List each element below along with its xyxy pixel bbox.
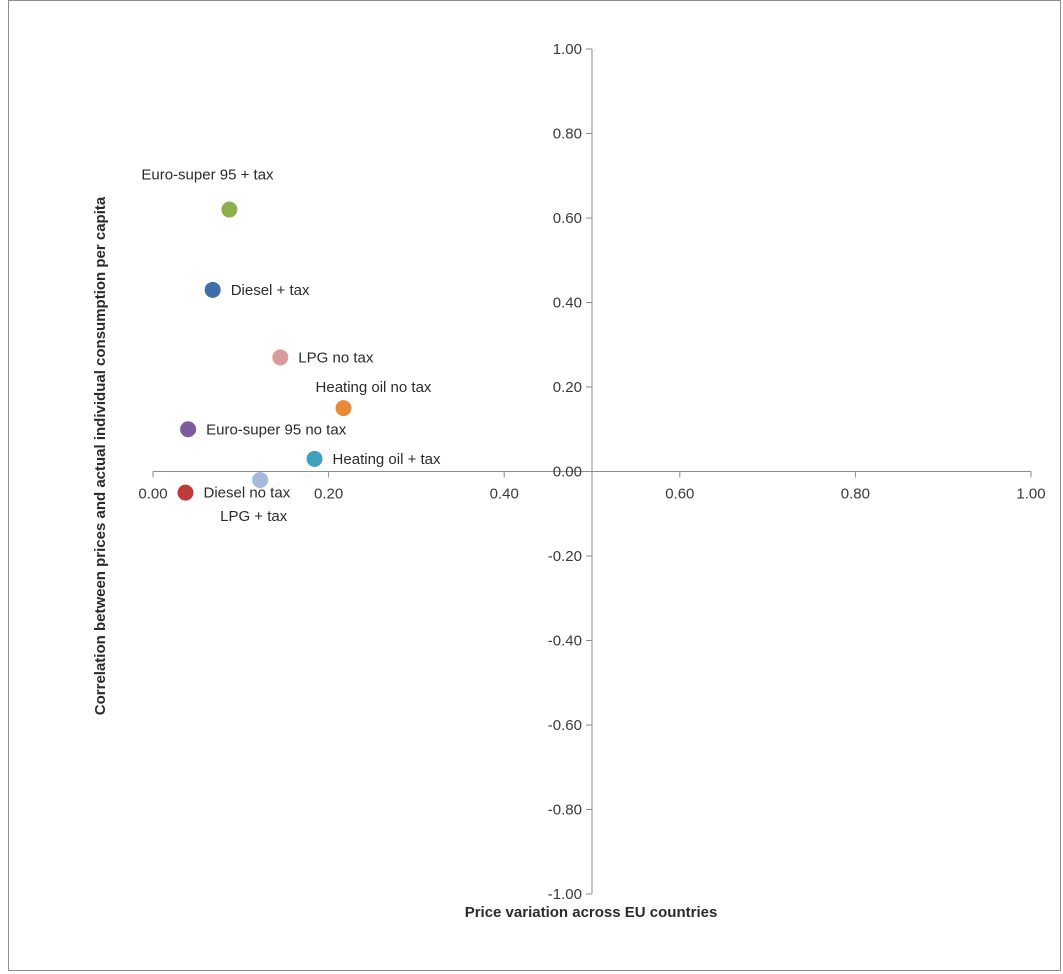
data-point	[180, 421, 197, 438]
y-tick-label: -1.00	[548, 886, 582, 903]
data-point	[204, 281, 221, 298]
point-label: Euro-super 95 + tax	[141, 167, 274, 184]
data-point	[221, 201, 238, 218]
data-point	[252, 471, 269, 488]
point-label: LPG + tax	[220, 508, 288, 525]
point-label: Heating oil + tax	[333, 451, 441, 468]
y-tick-label: 0.20	[553, 379, 582, 396]
data-point	[335, 400, 352, 417]
y-tick-label: 0.80	[553, 126, 582, 143]
x-axis-ticks: 0.00 0.20 0.40 0.60 0.80 1.00	[138, 471, 1046, 503]
point-label: Diesel + tax	[231, 282, 310, 299]
x-tick-label: 0.60	[665, 486, 694, 503]
y-tick-label: -0.40	[548, 633, 582, 650]
x-tick-label: 0.00	[138, 486, 167, 503]
x-tick-label: 0.20	[314, 486, 343, 503]
x-axis-title: Price variation across EU countries	[465, 904, 718, 921]
x-tick-label: 0.40	[490, 486, 519, 503]
data-points	[177, 201, 352, 501]
y-axis-title: Correlation between prices and actual in…	[92, 196, 109, 715]
y-tick-label: -0.80	[548, 802, 582, 819]
chart-frame: 0.00 0.20 0.40 0.60 0.80 1.00 1.00 0.80 0.60 0.4…	[8, 0, 1061, 971]
x-tick-label: 1.00	[1016, 486, 1045, 503]
y-axis-ticks: 1.00 0.80 0.60 0.40 0.20 0.00 -0.20 -0.40 -0.60 -…	[548, 41, 592, 903]
y-tick-label: 0.40	[553, 295, 582, 312]
scatter-chart: 0.00 0.20 0.40 0.60 0.80 1.00 1.00 0.80 0.60 0.4…	[92, 41, 1046, 921]
point-label: Euro-super 95 no tax	[206, 421, 347, 438]
y-tick-label: 0.00	[553, 464, 582, 481]
data-point	[177, 484, 194, 501]
point-label: Heating oil no tax	[316, 379, 432, 396]
data-point	[272, 349, 289, 366]
y-tick-label: -0.20	[548, 548, 582, 565]
y-tick-label: 0.60	[553, 210, 582, 227]
point-labels: Euro-super 95 + tax Diesel + tax LPG no ta…	[141, 167, 441, 525]
point-label: LPG no tax	[298, 349, 374, 366]
y-tick-label: 1.00	[553, 41, 582, 58]
y-tick-label: -0.60	[548, 717, 582, 734]
point-label: Diesel no tax	[203, 485, 290, 502]
data-point	[306, 450, 323, 467]
x-tick-label: 0.80	[841, 486, 870, 503]
